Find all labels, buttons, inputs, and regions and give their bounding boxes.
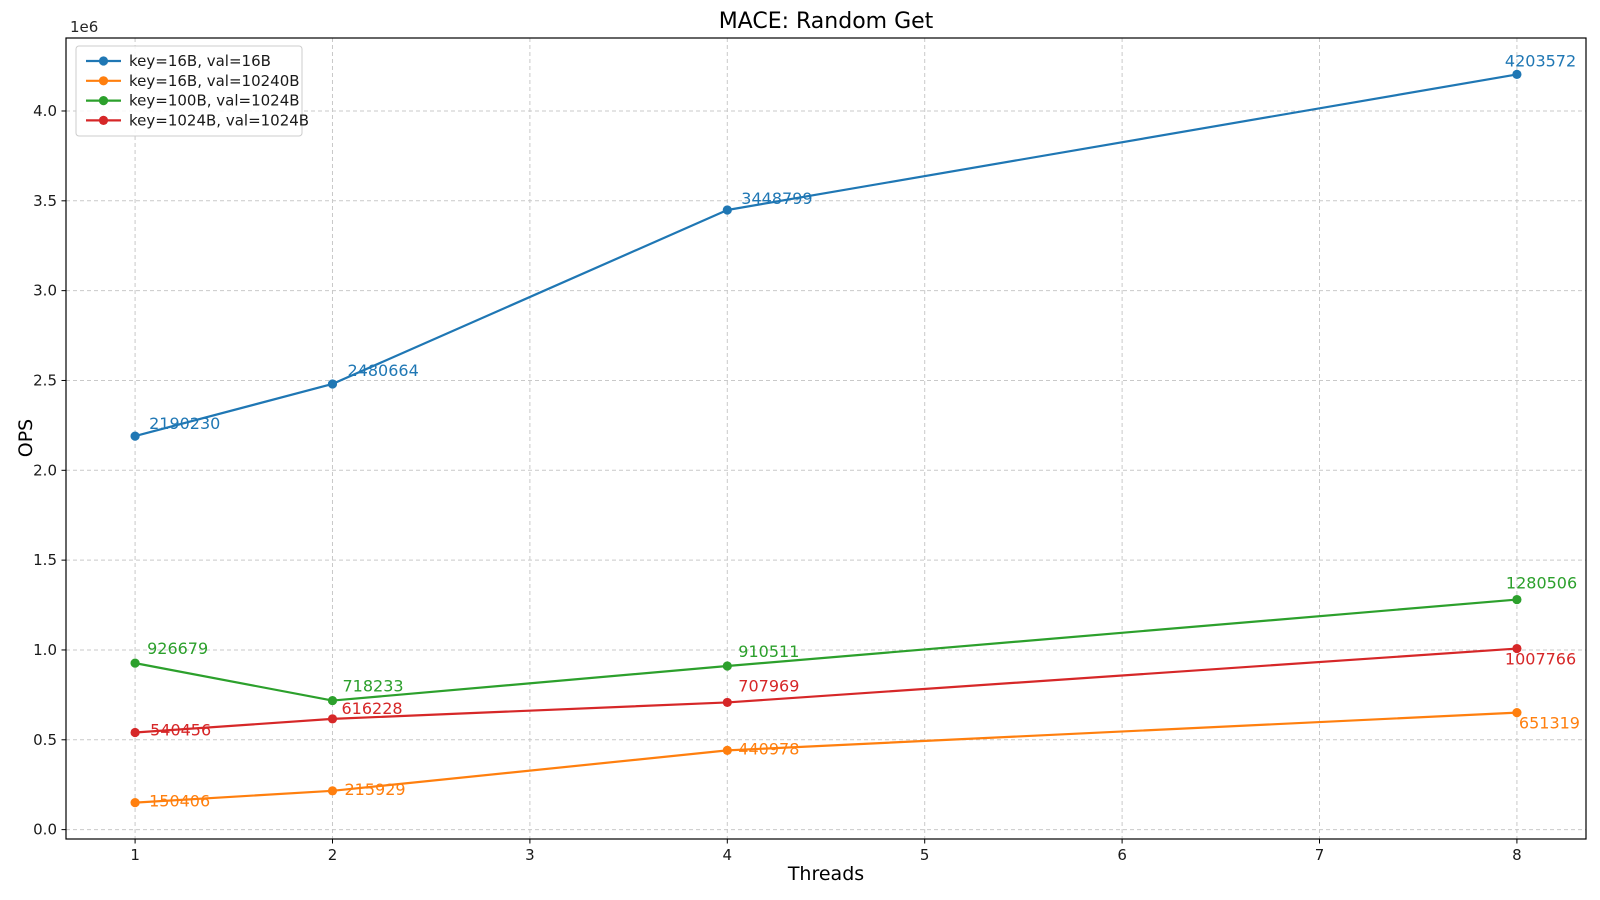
- series-line-0: [134, 73, 1518, 438]
- legend-label: key=16B, val=10240B: [129, 72, 300, 90]
- data-point-label: 150406: [149, 792, 210, 811]
- data-point-marker: [327, 379, 338, 389]
- y-axis-label: OPS: [15, 418, 37, 458]
- legend-box: [75, 45, 303, 137]
- legend-label: key=1024B, val=1024B: [129, 111, 309, 129]
- x-tick-label: 2: [328, 846, 338, 864]
- data-point-marker: [1512, 594, 1522, 605]
- data-point-label: 707969: [738, 676, 799, 695]
- x-tick-label: 7: [1315, 846, 1325, 864]
- data-point-marker: [1512, 643, 1522, 654]
- data-point-marker: [130, 797, 140, 808]
- y-tick-label: 3.5: [33, 192, 57, 210]
- y-axis-offset-label: 1e6: [70, 18, 99, 36]
- y-tick-label: 0.0: [33, 821, 57, 839]
- y-tick-label: 3.0: [33, 282, 57, 300]
- plot-border: [65, 37, 1587, 840]
- data-point-label: 440978: [738, 739, 799, 758]
- data-point-marker: [130, 431, 140, 441]
- y-tick-label: 2.5: [33, 371, 57, 389]
- data-point-label: 2480664: [347, 361, 418, 380]
- legend-label: key=16B, val=16B: [129, 52, 271, 70]
- data-point-marker: [722, 745, 732, 755]
- data-point-label: 4203572: [1505, 51, 1576, 70]
- series-line-3: [135, 647, 1517, 734]
- data-point-label: 910511: [738, 642, 799, 661]
- y-tick-label: 0.5: [33, 731, 57, 749]
- chart-title: MACE: Random Get: [718, 9, 934, 34]
- data-point-marker: [722, 697, 732, 708]
- y-tick-label: 1.5: [33, 551, 57, 569]
- y-tick-label: 1.0: [33, 641, 57, 659]
- data-point-label: 718233: [342, 677, 403, 696]
- data-point-label: 651319: [1519, 714, 1580, 733]
- data-point-label: 215929: [344, 780, 405, 799]
- data-point-label: 1007766: [1505, 650, 1576, 669]
- legend-marker-icon: [98, 96, 109, 106]
- x-tick-label: 1: [130, 846, 140, 864]
- data-point-marker: [327, 714, 338, 724]
- data-point-label: 2190230: [149, 414, 220, 433]
- data-point-marker: [1512, 707, 1522, 718]
- data-point-label: 3448799: [741, 189, 812, 208]
- data-point-label: 926679: [147, 639, 208, 658]
- x-axis-label: Threads: [787, 863, 865, 885]
- data-point-marker: [327, 786, 338, 796]
- data-point-label: 616228: [341, 699, 402, 718]
- x-tick-label: 6: [1117, 846, 1127, 864]
- data-point-marker: [1512, 69, 1522, 80]
- data-point-marker: [722, 205, 732, 215]
- series-line-2: [134, 598, 1518, 702]
- y-tick-label: 4.0: [33, 102, 57, 120]
- series-line-1: [135, 711, 1517, 804]
- data-point-marker: [130, 727, 140, 738]
- x-tick-label: 8: [1512, 846, 1522, 864]
- x-tick-label: 3: [525, 846, 535, 864]
- data-point-marker: [327, 695, 338, 706]
- legend-marker-icon: [98, 56, 109, 66]
- data-point-label: 540456: [150, 721, 211, 740]
- data-point-marker: [722, 661, 732, 671]
- legend-marker-icon: [98, 76, 109, 86]
- legend-marker-icon: [98, 115, 109, 125]
- x-tick-label: 5: [920, 846, 930, 864]
- legend-label: key=100B, val=1024B: [129, 92, 300, 110]
- y-tick-label: 2.0: [33, 461, 57, 479]
- data-point-marker: [130, 658, 140, 668]
- x-tick-label: 4: [723, 846, 733, 864]
- data-point-label: 1280506: [1506, 574, 1577, 593]
